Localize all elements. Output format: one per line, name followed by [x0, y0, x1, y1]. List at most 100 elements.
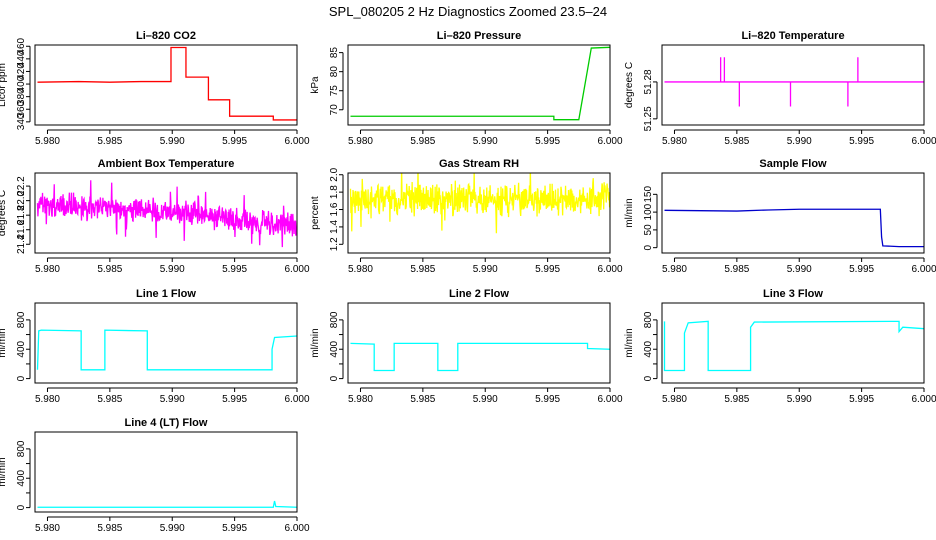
x-tick-label: 5.990: [787, 264, 812, 275]
x-tick-label: 5.985: [724, 136, 749, 147]
y-tick-label: 1.2: [329, 237, 340, 251]
y-tick-label: 22.2: [16, 176, 27, 196]
chart-panel-5: Gas Stream RH 5.980 5.985 5.990 5.995 6.000 1.…: [310, 158, 623, 275]
y-tick-label: 22.0: [16, 190, 27, 210]
plot-frame: [347, 302, 611, 384]
y-tick-label: 150: [643, 186, 654, 203]
x-tick-label: 5.985: [410, 136, 435, 147]
series-line-1: [664, 208, 924, 248]
x-tick-label: 5.980: [662, 394, 687, 405]
y-axis-label: degrees C: [624, 62, 635, 108]
plot-frame: [34, 172, 298, 254]
x-tick-label: 5.980: [35, 264, 60, 275]
panel-title: Line 3 Flow: [763, 288, 823, 300]
y-tick-label: 21.4: [16, 234, 27, 254]
plot-frame: [347, 172, 611, 254]
x-tick-label: 6.000: [284, 136, 309, 147]
series-line-1: [37, 46, 297, 121]
panel-title: Line 2 Flow: [449, 288, 509, 300]
y-tick-label: 400: [329, 340, 340, 357]
x-tick-label: 5.985: [97, 394, 122, 405]
y-axis-label: ml/min: [0, 328, 8, 357]
y-tick-label: 75: [329, 85, 340, 97]
y-tick-label: 400: [16, 469, 27, 486]
plot-frame: [661, 44, 925, 126]
chart-panel-4: Ambient Box Temperature 5.980 5.985 5.990 5.…: [0, 158, 310, 275]
plot-frame: [661, 302, 925, 384]
panel-title: Gas Stream RH: [439, 158, 519, 170]
x-tick-label: 5.995: [535, 264, 560, 275]
y-tick-label: 21.6: [16, 220, 27, 240]
series-line-1: [350, 342, 610, 372]
x-tick-label: 6.000: [284, 394, 309, 405]
x-tick-label: 5.980: [35, 136, 60, 147]
panel-title: Sample Flow: [759, 158, 827, 170]
y-tick-label: 1.8: [329, 185, 340, 199]
y-tick-label: 400: [16, 75, 27, 92]
y-axis-label: ml/min: [310, 328, 321, 357]
x-tick-label: 5.990: [160, 394, 185, 405]
x-tick-label: 5.995: [222, 264, 247, 275]
y-tick-label: 0: [16, 375, 27, 381]
y-tick-label: 800: [329, 311, 340, 328]
y-tick-label: 0: [16, 504, 27, 510]
x-tick-label: 6.000: [911, 264, 936, 275]
x-tick-label: 5.990: [473, 136, 498, 147]
y-tick-label: 1.4: [329, 220, 340, 234]
x-tick-label: 5.990: [160, 264, 185, 275]
x-tick-label: 5.995: [222, 523, 247, 534]
y-axis-label: ml/min: [624, 328, 635, 357]
y-tick-label: 800: [643, 311, 654, 328]
y-tick-label: 100: [643, 203, 654, 220]
y-tick-label: 440: [16, 50, 27, 67]
x-tick-label: 5.980: [348, 394, 373, 405]
series-line-1: [350, 46, 610, 121]
x-tick-label: 5.995: [222, 136, 247, 147]
y-tick-label: 85: [329, 47, 340, 59]
panel-title: Li–820 Pressure: [437, 30, 521, 42]
chart-panel-2: Li–820 Pressure 5.980 5.985 5.990 5.995 6.000…: [310, 30, 623, 147]
series-line-1: [36, 329, 297, 371]
y-axis-label: Licor ppm: [0, 63, 8, 107]
series-line-1: [37, 500, 297, 508]
y-tick-label: 1.6: [329, 202, 340, 216]
plot-frame: [34, 431, 298, 513]
x-tick-label: 5.980: [348, 264, 373, 275]
y-tick-label: 340: [16, 113, 27, 130]
y-axis-label: degrees C: [0, 190, 8, 236]
x-tick-label: 5.980: [662, 264, 687, 275]
chart-panel-7: Line 1 Flow 5.980 5.985 5.990 5.995 6.000 0 400…: [0, 288, 310, 405]
panel-title: Line 1 Flow: [136, 288, 196, 300]
y-tick-label: 800: [16, 440, 27, 457]
x-tick-label: 6.000: [284, 523, 309, 534]
x-tick-label: 6.000: [911, 394, 936, 405]
y-tick-label: 360: [16, 100, 27, 117]
y-tick-label: 51.25: [643, 106, 654, 131]
plot-frame: [661, 172, 925, 254]
chart-panel-10: Line 4 (LT) Flow 5.980 5.985 5.990 5.995 6.00…: [0, 417, 310, 534]
x-tick-label: 5.990: [473, 394, 498, 405]
x-tick-label: 6.000: [597, 264, 622, 275]
y-tick-label: 420: [16, 63, 27, 80]
x-tick-label: 5.985: [410, 394, 435, 405]
x-tick-label: 5.995: [222, 394, 247, 405]
y-tick-label: 80: [329, 66, 340, 78]
y-tick-label: 460: [16, 37, 27, 54]
series-line-1: [664, 57, 924, 107]
panel-title: Ambient Box Temperature: [98, 158, 235, 170]
y-tick-label: 400: [643, 340, 654, 357]
y-tick-label: 0: [643, 244, 654, 250]
x-tick-label: 6.000: [597, 136, 622, 147]
y-tick-label: 51.28: [643, 69, 654, 94]
plot-frame: [34, 302, 298, 384]
x-tick-label: 5.990: [473, 264, 498, 275]
x-tick-label: 5.980: [35, 394, 60, 405]
y-tick-label: 2.0: [329, 167, 340, 181]
x-tick-label: 5.985: [410, 264, 435, 275]
figure-title: SPL_080205 2 Hz Diagnostics Zoomed 23.5–…: [329, 4, 607, 19]
y-tick-label: 400: [16, 340, 27, 357]
plot-frame: [347, 44, 611, 126]
panel-title: Li–820 Temperature: [741, 30, 844, 42]
x-tick-label: 6.000: [284, 264, 309, 275]
x-tick-label: 5.990: [787, 136, 812, 147]
